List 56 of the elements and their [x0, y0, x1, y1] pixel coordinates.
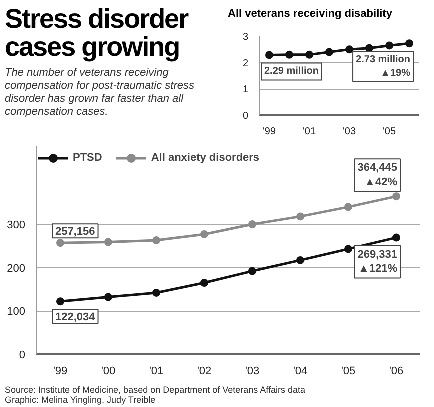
- point: [296, 212, 304, 221]
- point: [344, 245, 352, 254]
- y-tick-label: 300: [7, 220, 26, 232]
- point: [286, 50, 294, 59]
- point: [104, 293, 112, 302]
- point: [386, 42, 394, 50]
- annotation: 2.29 million: [264, 66, 319, 78]
- point: [392, 234, 400, 242]
- y-tick-label: 1: [242, 84, 249, 96]
- point: [56, 298, 64, 306]
- legend-label: PTSD: [73, 152, 102, 164]
- point: [200, 230, 208, 238]
- chart-title: Stress disorder cases growing: [5, 4, 190, 62]
- x-tick-label: '06: [389, 366, 404, 378]
- x-tick-label: '03: [245, 366, 260, 378]
- y-tick-label: 100: [7, 306, 26, 318]
- point: [266, 51, 274, 60]
- x-tick-label: '05: [341, 366, 356, 378]
- x-tick-label: '99: [262, 126, 276, 138]
- point: [306, 50, 314, 59]
- point: [152, 236, 160, 245]
- point: [248, 267, 256, 276]
- point: [392, 192, 400, 201]
- annotation: 122,034: [56, 312, 96, 324]
- point: [296, 256, 304, 264]
- point: [346, 46, 354, 54]
- x-tick-label: '99: [53, 366, 68, 378]
- point: [56, 239, 64, 248]
- annotation: 257,156: [56, 226, 96, 238]
- y-tick-label: 0: [19, 350, 26, 362]
- point: [344, 203, 352, 212]
- point: [248, 220, 256, 228]
- source-note: Source: Institute of Medicine, based on Department of Veterans Affairs data: [5, 385, 306, 395]
- x-tick-label: '00: [101, 366, 116, 378]
- y-tick-label: 2: [242, 58, 249, 70]
- x-tick-label: '01: [149, 366, 164, 378]
- x-tick-label: '04: [293, 366, 308, 378]
- point: [406, 40, 414, 48]
- y-tick-label: 200: [7, 262, 26, 275]
- chart-title: All veterans receiving disability: [228, 8, 392, 20]
- point: [104, 238, 112, 246]
- x-tick-label: '02: [197, 366, 212, 378]
- y-tick-label: 0: [242, 111, 249, 122]
- x-tick-label: '01: [302, 126, 316, 138]
- point: [152, 288, 160, 297]
- chart-subtitle: The number of veterans receiving compensation for post-traumatic stress disorder has grown far faster than all compensation cases.: [5, 67, 196, 119]
- annotation: 269,331 ▲121%: [358, 248, 398, 276]
- text: Graphic: Melina Yingling, Judy Treible: [5, 395, 157, 405]
- point: [326, 48, 334, 56]
- y-tick-label: 3: [242, 32, 249, 43]
- annotation: 2.73 million ▲19%: [356, 54, 411, 79]
- legend-label: All anxiety disorders: [151, 152, 260, 164]
- point: [200, 279, 208, 287]
- annotation: 364,445 ▲42%: [358, 162, 398, 189]
- x-tick-label: '03: [342, 126, 356, 138]
- x-tick-label: '05: [382, 126, 396, 138]
